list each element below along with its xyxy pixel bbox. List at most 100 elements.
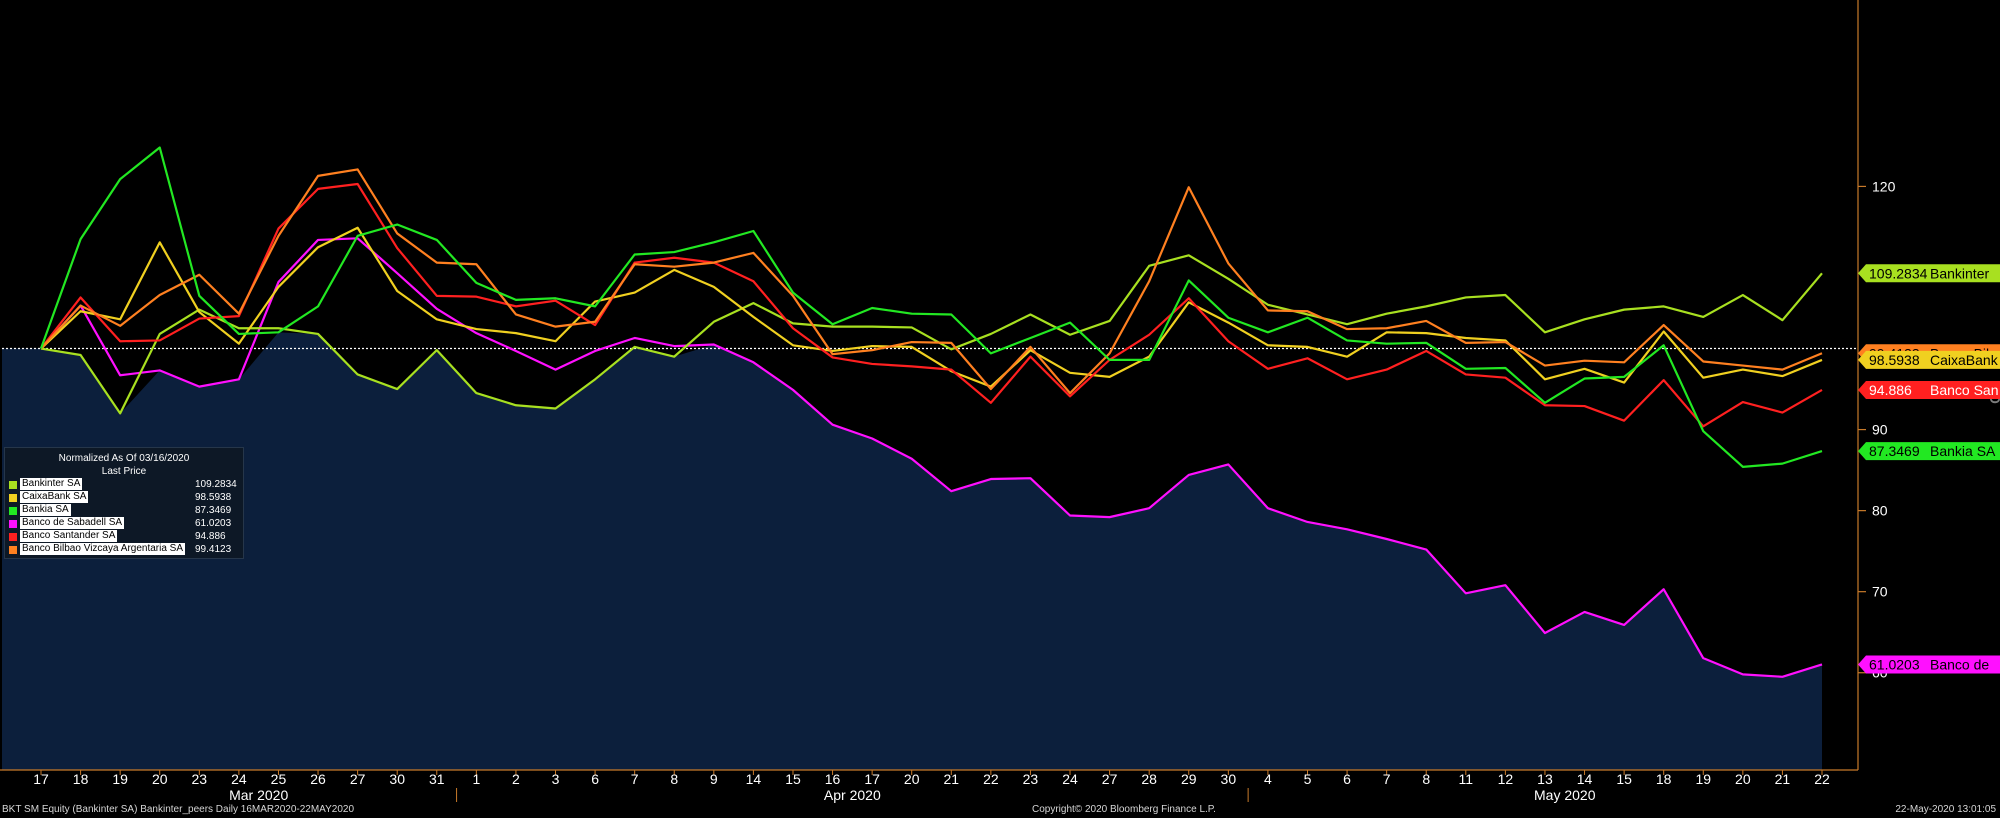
end-label-value: 109.2834 <box>1869 265 1928 281</box>
x-tick-label: 8 <box>1422 771 1430 787</box>
x-tick-label: 7 <box>631 771 639 787</box>
x-tick-label: 11 <box>1459 771 1474 787</box>
x-tick-label: 15 <box>785 771 801 787</box>
x-tick-label: 31 <box>429 771 445 787</box>
end-label-name: Bankia SA <box>1930 443 1996 459</box>
x-tick-label: 13 <box>1537 771 1553 787</box>
x-tick-label: 19 <box>1695 771 1711 787</box>
legend-item-value: 98.5938 <box>195 492 232 503</box>
x-tick-label: 30 <box>389 771 405 787</box>
series-layer <box>39 146 1823 678</box>
end-label-tag <box>1858 655 2000 674</box>
y-tick-label: 80 <box>1872 503 1888 519</box>
legend: Normalized As Of 03/16/2020 Last Price B… <box>4 447 244 559</box>
footer-description: BKT SM Equity (Bankinter SA) Bankinter_p… <box>2 804 355 815</box>
footer-copyright: Copyright© 2020 Bloomberg Finance L.P. <box>1032 804 1216 815</box>
x-tick-label: 20 <box>904 771 920 787</box>
x-tick-label: 24 <box>231 771 247 787</box>
x-tick-label: 7 <box>1383 771 1391 787</box>
series-line <box>40 226 1823 388</box>
x-tick-label: 23 <box>1023 771 1039 787</box>
x-tick-label: 5 <box>1304 771 1312 787</box>
legend-item-name: Banco Bilbao Vizcaya Argentaria SA <box>20 543 186 555</box>
legend-item-value: 94.886 <box>195 531 226 542</box>
legend-item: CaixaBank SA 98.5938 <box>5 491 243 504</box>
legend-item: Banco de Sabadell SA 61.0203 <box>5 517 243 530</box>
x-tick-label: 19 <box>112 771 128 787</box>
x-tick-label: 15 <box>1616 771 1632 787</box>
legend-item-value: 99.4123 <box>195 544 232 555</box>
series-line <box>40 182 1823 428</box>
end-label-value: 87.3469 <box>1869 443 1920 459</box>
x-tick-label: 22 <box>983 771 999 787</box>
end-label-name: CaixaBank <box>1930 352 1999 368</box>
x-tick-label: 23 <box>192 771 208 787</box>
series-line <box>40 254 1823 415</box>
end-label-layer: 109.2834Bankinter99.4123Banco Bil98.5938… <box>1858 264 2000 674</box>
x-tick-label: 6 <box>591 771 599 787</box>
y-tick-label: 70 <box>1872 584 1888 600</box>
x-tick-label: 21 <box>1775 771 1791 787</box>
x-tick-label: 8 <box>670 771 678 787</box>
month-label: Apr 2020 <box>824 787 881 803</box>
end-label-value: 94.886 <box>1869 382 1912 398</box>
plot-area <box>2 332 1822 770</box>
x-tick-label: 29 <box>1181 771 1197 787</box>
end-label-tag <box>1858 350 2000 369</box>
end-label-tag <box>1858 442 2000 461</box>
area-fill <box>2 332 1822 770</box>
end-label-tag <box>1858 264 2000 283</box>
x-tick-label: 18 <box>73 771 89 787</box>
end-label-name: Bankinter <box>1930 265 1989 281</box>
x-tick-label: 14 <box>746 771 762 787</box>
x-tick-label: 22 <box>1814 771 1830 787</box>
x-tick-label: 27 <box>1102 771 1118 787</box>
x-tick-label: 16 <box>825 771 841 787</box>
x-tick-label: 24 <box>1062 771 1078 787</box>
series-line <box>40 168 1823 395</box>
x-tick-label: 9 <box>710 771 718 787</box>
legend-item: Bankinter SA 109.2834 <box>5 478 243 491</box>
y-tick-label: 120 <box>1872 178 1896 194</box>
legend-item-name: Banco Santander SA <box>20 530 118 542</box>
series-line <box>39 146 1823 468</box>
legend-item-name: Bankinter SA <box>20 478 83 490</box>
legend-swatch <box>9 546 17 554</box>
x-tick-label: 17 <box>33 771 49 787</box>
legend-item-name: CaixaBank SA <box>20 491 89 503</box>
legend-item-value: 61.0203 <box>195 518 232 529</box>
x-tick-label: 26 <box>310 771 326 787</box>
y-tick-label: 90 <box>1872 422 1888 438</box>
legend-item: Banco Santander SA 94.886 <box>5 530 243 543</box>
end-label-name: Banco de <box>1930 656 1989 672</box>
legend-swatch <box>9 520 17 528</box>
x-tick-label: 21 <box>943 771 959 787</box>
x-tick-label: 4 <box>1264 771 1272 787</box>
x-tick-label: 20 <box>1735 771 1751 787</box>
x-tick-label: 3 <box>552 771 560 787</box>
legend-item: Bankia SA 87.3469 <box>5 504 243 517</box>
x-tick-label: 12 <box>1498 771 1514 787</box>
legend-swatch <box>9 507 17 515</box>
x-tick-label: 6 <box>1343 771 1351 787</box>
series-line <box>40 237 1823 678</box>
x-tick-label: 1 <box>472 771 480 787</box>
legend-item-name: Bankia SA <box>20 504 71 516</box>
x-tick-label: 17 <box>864 771 880 787</box>
end-label-value: 61.0203 <box>1869 656 1920 672</box>
legend-title: Normalized As Of 03/16/2020 <box>58 453 190 464</box>
end-label-name: Banco San <box>1930 382 1999 398</box>
legend-item: Banco Bilbao Vizcaya Argentaria SA 99.412… <box>5 543 243 556</box>
legend-swatch <box>9 533 17 541</box>
legend-item-value: 87.3469 <box>195 505 232 516</box>
month-label: May 2020 <box>1534 787 1596 803</box>
legend-item-value: 109.2834 <box>195 479 237 490</box>
x-tick-label: 14 <box>1577 771 1593 787</box>
x-tick-label: 2 <box>512 771 520 787</box>
end-label-value: 98.5938 <box>1869 352 1920 368</box>
end-label-tag <box>1858 380 2000 399</box>
legend-subtitle: Last Price <box>101 466 147 477</box>
x-tick-label: 20 <box>152 771 168 787</box>
